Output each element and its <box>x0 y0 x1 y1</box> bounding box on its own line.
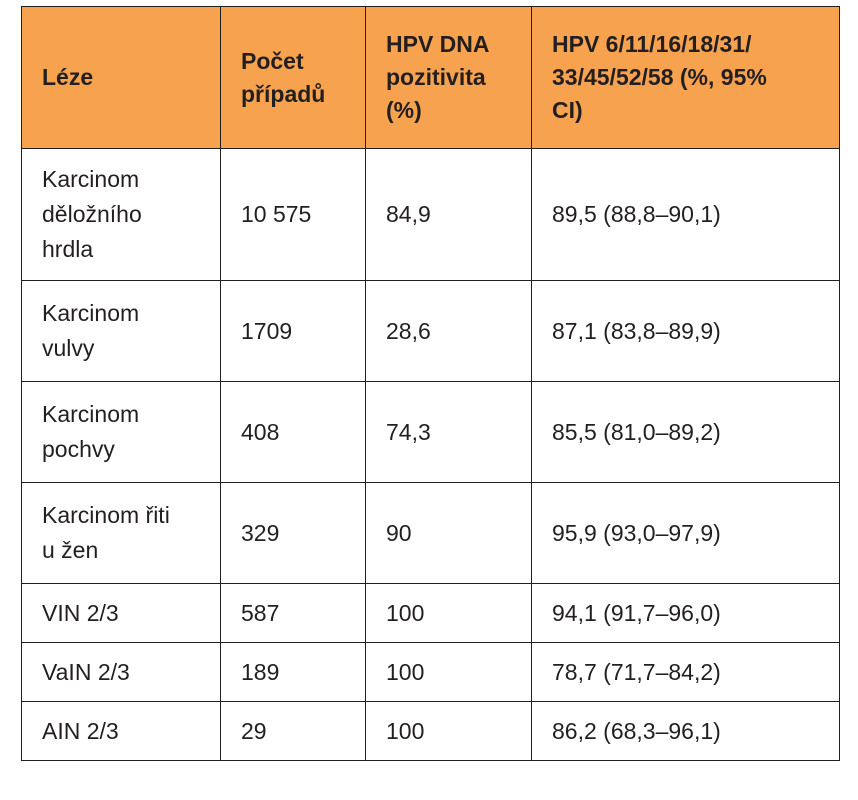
lesion-text: Karcinom vulvy <box>42 300 140 361</box>
dna-positivity-text: 74,3 <box>386 418 431 445</box>
dna-positivity-text: 84,9 <box>386 201 431 227</box>
lesion-text: VIN 2/3 <box>42 599 119 626</box>
table-row: Karcinom vulvy 1709 28,6 87,1 (83,8–89,9… <box>21 280 840 382</box>
hpv-types-cell: 95,9 (93,0–97,9) <box>531 482 840 584</box>
dna-positivity-text: 90 <box>386 519 412 546</box>
table-header: Léze Počet případů HPV DNA pozitivita (%… <box>21 6 840 149</box>
table-body: Karcinom děložního hrdla 10 575 84,9 89,… <box>21 148 840 761</box>
dna-positivity-text: 100 <box>386 658 425 685</box>
dna-positivity-cell: 100 <box>365 642 532 702</box>
case-count-cell: 329 <box>220 482 366 584</box>
lesion-cell: AIN 2/3 <box>21 701 221 761</box>
hpv-types-cell: 94,1 (91,7–96,0) <box>531 583 840 643</box>
lesion-text: Karcinom řiti u žen <box>42 502 170 563</box>
header-hpv-dna-positivity: HPV DNA pozitivita (%) <box>365 6 532 149</box>
lesion-cell: VaIN 2/3 <box>21 642 221 702</box>
lesion-cell: Karcinom řiti u žen <box>21 482 221 584</box>
dna-positivity-cell: 90 <box>365 482 532 584</box>
case-count-text: 587 <box>241 599 280 626</box>
lesion-text: VaIN 2/3 <box>42 658 130 685</box>
case-count-text: 1709 <box>241 317 293 344</box>
case-count-cell: 29 <box>220 701 366 761</box>
table-row: Karcinom řiti u žen 329 90 95,9 (93,0–97… <box>21 482 840 584</box>
case-count-text: 329 <box>241 519 280 546</box>
lesion-text: Karcinom pochvy <box>42 401 140 462</box>
hpv-types-text: 87,1 (83,8–89,9) <box>552 317 721 344</box>
table-row: VIN 2/3 587 100 94,1 (91,7–96,0) <box>21 583 840 643</box>
lesion-cell: Karcinom pochvy <box>21 381 221 483</box>
table-row: AIN 2/3 29 100 86,2 (68,3–96,1) <box>21 701 840 761</box>
hpv-types-cell: 87,1 (83,8–89,9) <box>531 280 840 382</box>
hpv-lesion-table-container: Léze Počet případů HPV DNA pozitivita (%… <box>21 6 840 761</box>
hpv-types-cell: 78,7 (71,7–84,2) <box>531 642 840 702</box>
dna-positivity-text: 28,6 <box>386 317 431 344</box>
dna-positivity-text: 100 <box>386 599 425 626</box>
hpv-types-text: 94,1 (91,7–96,0) <box>552 599 721 626</box>
case-count-text: 29 <box>241 717 267 744</box>
header-lesion: Léze <box>21 6 221 149</box>
header-hpv-dna-positivity-label: HPV DNA pozitivita (%) <box>386 31 489 123</box>
header-case-count-label: Počet případů <box>241 47 326 107</box>
hpv-lesion-table: Léze Počet případů HPV DNA pozitivita (%… <box>21 6 840 761</box>
lesion-cell: VIN 2/3 <box>21 583 221 643</box>
case-count-cell: 1709 <box>220 280 366 382</box>
case-count-cell: 10 575 <box>220 148 366 281</box>
dna-positivity-cell: 74,3 <box>365 381 532 483</box>
dna-positivity-text: 100 <box>386 717 425 744</box>
case-count-text: 189 <box>241 658 280 685</box>
table-row: Karcinom pochvy 408 74,3 85,5 (81,0–89,2… <box>21 381 840 483</box>
case-count-cell: 408 <box>220 381 366 483</box>
header-hpv-types: HPV 6/11/16/18/31/ 33/45/52/58 (%, 95% C… <box>531 6 840 149</box>
header-row: Léze Počet případů HPV DNA pozitivita (%… <box>21 6 840 149</box>
dna-positivity-cell: 28,6 <box>365 280 532 382</box>
lesion-text: Karcinom děložního hrdla <box>42 166 142 262</box>
table-row: VaIN 2/3 189 100 78,7 (71,7–84,2) <box>21 642 840 702</box>
header-case-count: Počet případů <box>220 6 366 149</box>
hpv-types-text: 86,2 (68,3–96,1) <box>552 717 721 744</box>
table-row: Karcinom děložního hrdla 10 575 84,9 89,… <box>21 148 840 281</box>
case-count-cell: 189 <box>220 642 366 702</box>
hpv-types-text: 78,7 (71,7–84,2) <box>552 658 721 685</box>
case-count-cell: 587 <box>220 583 366 643</box>
dna-positivity-cell: 84,9 <box>365 148 532 281</box>
dna-positivity-cell: 100 <box>365 701 532 761</box>
case-count-text: 408 <box>241 418 280 445</box>
hpv-types-text: 95,9 (93,0–97,9) <box>552 519 721 546</box>
lesion-cell: Karcinom děložního hrdla <box>21 148 221 281</box>
hpv-types-cell: 89,5 (88,8–90,1) <box>531 148 840 281</box>
hpv-types-text: 85,5 (81,0–89,2) <box>552 418 721 445</box>
case-count-text: 10 575 <box>241 201 312 227</box>
hpv-types-text: 89,5 (88,8–90,1) <box>552 201 721 227</box>
header-hpv-types-label: HPV 6/11/16/18/31/ 33/45/52/58 (%, 95% C… <box>552 31 767 123</box>
hpv-types-cell: 86,2 (68,3–96,1) <box>531 701 840 761</box>
hpv-types-cell: 85,5 (81,0–89,2) <box>531 381 840 483</box>
lesion-cell: Karcinom vulvy <box>21 280 221 382</box>
dna-positivity-cell: 100 <box>365 583 532 643</box>
header-lesion-label: Léze <box>42 64 94 90</box>
lesion-text: AIN 2/3 <box>42 717 119 744</box>
